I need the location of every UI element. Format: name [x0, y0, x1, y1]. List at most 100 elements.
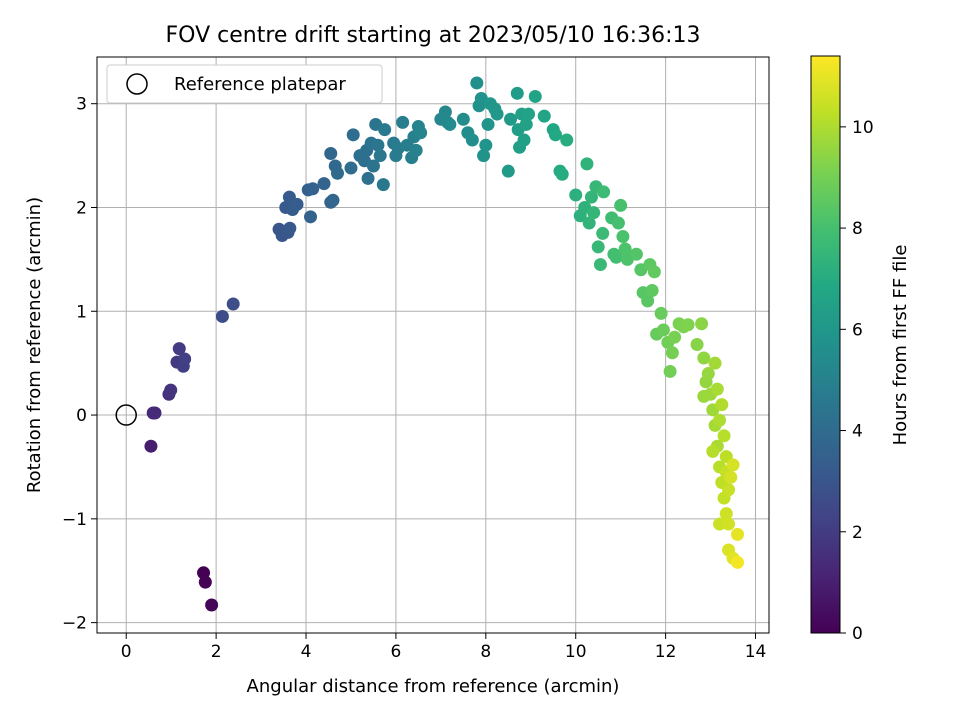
- data-point: [519, 117, 533, 131]
- data-point: [618, 242, 632, 256]
- colorbar: 0 2 4 6 8 10 Hours from first FF file: [810, 55, 911, 644]
- colorbar-tick-label: 2: [852, 523, 863, 543]
- data-point: [668, 330, 682, 344]
- data-point: [537, 109, 551, 123]
- x-axis-label: Angular distance from reference (arcmin): [247, 676, 620, 697]
- y-tick-label: 0: [76, 406, 87, 426]
- data-point: [609, 250, 623, 264]
- data-point: [719, 507, 733, 521]
- data-point: [164, 383, 178, 397]
- data-points: [144, 76, 745, 612]
- reference-marker: [115, 404, 137, 426]
- colorbar-tick-label: 10: [852, 118, 874, 138]
- data-point: [560, 133, 574, 147]
- data-point: [178, 352, 192, 366]
- data-point: [593, 258, 607, 272]
- data-point: [597, 185, 611, 199]
- data-point: [616, 230, 630, 244]
- data-point: [591, 240, 605, 254]
- data-point: [198, 575, 212, 589]
- legend: Reference platepar: [106, 64, 383, 104]
- data-point: [569, 188, 583, 202]
- data-point: [710, 382, 724, 396]
- colorbar-gradient: [810, 55, 841, 634]
- y-tick-label: 1: [76, 302, 87, 322]
- colorbar-tick-label: 4: [852, 422, 863, 442]
- data-point: [479, 138, 493, 152]
- data-point: [706, 444, 720, 458]
- data-point: [641, 294, 655, 308]
- data-point: [724, 470, 738, 484]
- data-point: [376, 178, 390, 192]
- data-point: [681, 318, 695, 332]
- data-point: [584, 190, 598, 204]
- data-point: [611, 216, 625, 230]
- data-point: [522, 107, 536, 121]
- data-point: [517, 133, 531, 147]
- y-tick-label: 2: [76, 198, 87, 218]
- data-point: [378, 123, 392, 137]
- y-tick-label: 3: [76, 95, 87, 115]
- x-tick-label: 8: [480, 642, 491, 662]
- data-point: [330, 166, 344, 180]
- data-point: [366, 159, 380, 173]
- grid: [97, 57, 769, 633]
- y-tick-label: −1: [62, 510, 87, 530]
- x-tick-label: 2: [211, 642, 222, 662]
- data-point: [414, 126, 428, 140]
- data-point: [346, 128, 360, 142]
- data-point: [501, 164, 515, 178]
- data-point: [713, 413, 727, 427]
- data-point: [373, 149, 387, 163]
- legend-box: [106, 64, 383, 104]
- data-point: [470, 76, 484, 90]
- x-tick-label: 12: [655, 642, 677, 662]
- x-tick-label: 4: [301, 642, 312, 662]
- data-point: [722, 483, 736, 497]
- data-point: [654, 306, 668, 320]
- data-point: [645, 284, 659, 298]
- data-point: [548, 128, 562, 142]
- colorbar-label: Hours from first FF file: [890, 245, 911, 446]
- data-point: [510, 86, 524, 100]
- legend-marker: [126, 73, 148, 95]
- data-point: [344, 161, 358, 175]
- data-point: [371, 138, 385, 152]
- data-point: [656, 323, 670, 337]
- data-point: [504, 112, 518, 126]
- data-point: [215, 309, 229, 323]
- data-point: [726, 458, 740, 472]
- data-point: [717, 429, 731, 443]
- colorbar-tick-label: 0: [852, 624, 863, 644]
- data-point: [144, 439, 158, 453]
- legend-label: Reference platepar: [174, 74, 346, 95]
- data-point: [396, 115, 410, 129]
- data-point: [148, 406, 162, 420]
- data-point: [205, 598, 219, 612]
- data-point: [283, 221, 297, 235]
- data-point: [304, 210, 318, 224]
- data-point: [456, 112, 470, 126]
- x-tick-label: 6: [391, 642, 402, 662]
- data-point: [580, 157, 594, 171]
- data-point: [587, 206, 601, 220]
- data-point: [629, 247, 643, 261]
- data-point: [708, 356, 722, 370]
- data-point: [695, 317, 709, 331]
- x-tick-label: 0: [121, 642, 132, 662]
- data-point: [614, 198, 628, 212]
- data-point: [409, 143, 423, 157]
- data-point: [582, 216, 596, 230]
- data-point: [306, 182, 320, 196]
- data-point: [555, 167, 569, 181]
- y-axis-ticks: −2 −1 0 1 2 3: [62, 95, 97, 634]
- data-point: [665, 346, 679, 360]
- data-point: [465, 133, 479, 147]
- data-point: [697, 351, 711, 365]
- data-point: [317, 177, 331, 191]
- data-point: [324, 147, 338, 161]
- x-axis-ticks: 0 2 4 6 8 10 12 14: [121, 633, 766, 662]
- x-tick-label: 10: [565, 642, 587, 662]
- data-point: [690, 337, 704, 351]
